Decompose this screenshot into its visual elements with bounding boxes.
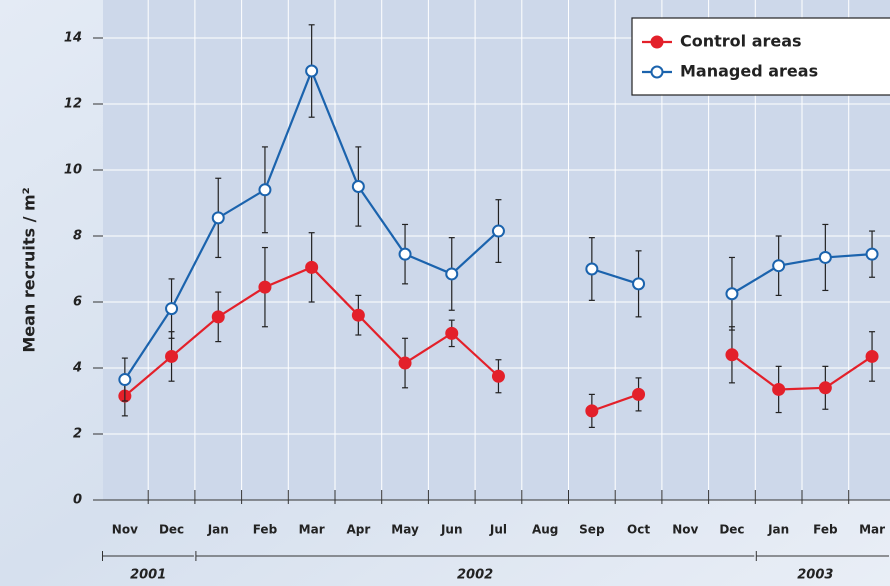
- y-tick-label: 12: [64, 97, 82, 112]
- x-tick-label: Jun: [440, 523, 463, 537]
- data-point: [491, 224, 505, 238]
- year-label: 2003: [797, 568, 833, 583]
- x-tick-label: Mar: [299, 523, 325, 537]
- y-tick-label: 10: [64, 163, 82, 178]
- data-point: [211, 211, 225, 225]
- data-point: [258, 280, 272, 294]
- data-point: [818, 381, 832, 395]
- year-label: 2002: [457, 568, 493, 583]
- y-tick-label: 14: [64, 31, 82, 46]
- data-point: [818, 250, 832, 264]
- x-tick-label: Apr: [346, 523, 370, 537]
- x-tick-label: May: [391, 523, 419, 537]
- data-point: [305, 64, 319, 78]
- data-point: [772, 259, 786, 273]
- x-tick-label: Sep: [579, 523, 605, 537]
- x-tick-label: Jul: [489, 523, 507, 537]
- data-point: [632, 387, 646, 401]
- legend-marker: [650, 35, 664, 49]
- legend-marker: [650, 65, 664, 79]
- data-point: [725, 287, 739, 301]
- x-tick-label: Jan: [767, 523, 789, 537]
- data-point: [445, 326, 459, 340]
- data-point: [632, 277, 646, 291]
- data-point: [772, 382, 786, 396]
- y-axis-label: Mean recruits / m²: [20, 187, 39, 352]
- data-point: [211, 310, 225, 324]
- x-tick-label: Dec: [719, 523, 744, 537]
- data-point: [865, 247, 879, 261]
- legend-label: Managed areas: [680, 62, 818, 81]
- x-tick-label: Aug: [532, 523, 558, 537]
- data-point: [865, 349, 879, 363]
- year-label: 2001: [130, 568, 166, 583]
- y-tick-label: 6: [73, 295, 82, 310]
- x-tick-label: Oct: [627, 523, 650, 537]
- data-point: [585, 404, 599, 418]
- y-tick-label: 2: [73, 427, 82, 442]
- data-point: [398, 247, 412, 261]
- data-point: [258, 183, 272, 197]
- x-tick-label: Nov: [112, 523, 138, 537]
- data-point: [165, 302, 179, 316]
- data-point: [725, 348, 739, 362]
- x-tick-label: Dec: [159, 523, 184, 537]
- data-point: [118, 373, 132, 387]
- legend-box: [631, 17, 890, 96]
- x-tick-label: Mar: [859, 523, 885, 537]
- y-tick-label: 8: [73, 229, 82, 244]
- x-tick-label: Nov: [672, 523, 698, 537]
- y-tick-label: 4: [72, 361, 82, 376]
- data-point: [491, 369, 505, 383]
- data-point: [165, 349, 179, 363]
- data-point: [585, 262, 599, 276]
- data-point: [305, 260, 319, 274]
- data-point: [398, 356, 412, 370]
- y-tick-label: 0: [73, 493, 82, 508]
- x-tick-label: Feb: [253, 523, 278, 537]
- data-point: [351, 180, 365, 193]
- x-tick-label: Feb: [813, 523, 838, 537]
- legend-label: Control areas: [680, 32, 802, 51]
- x-tick-label: Jan: [207, 523, 229, 537]
- data-point: [351, 308, 365, 322]
- data-point: [445, 267, 459, 281]
